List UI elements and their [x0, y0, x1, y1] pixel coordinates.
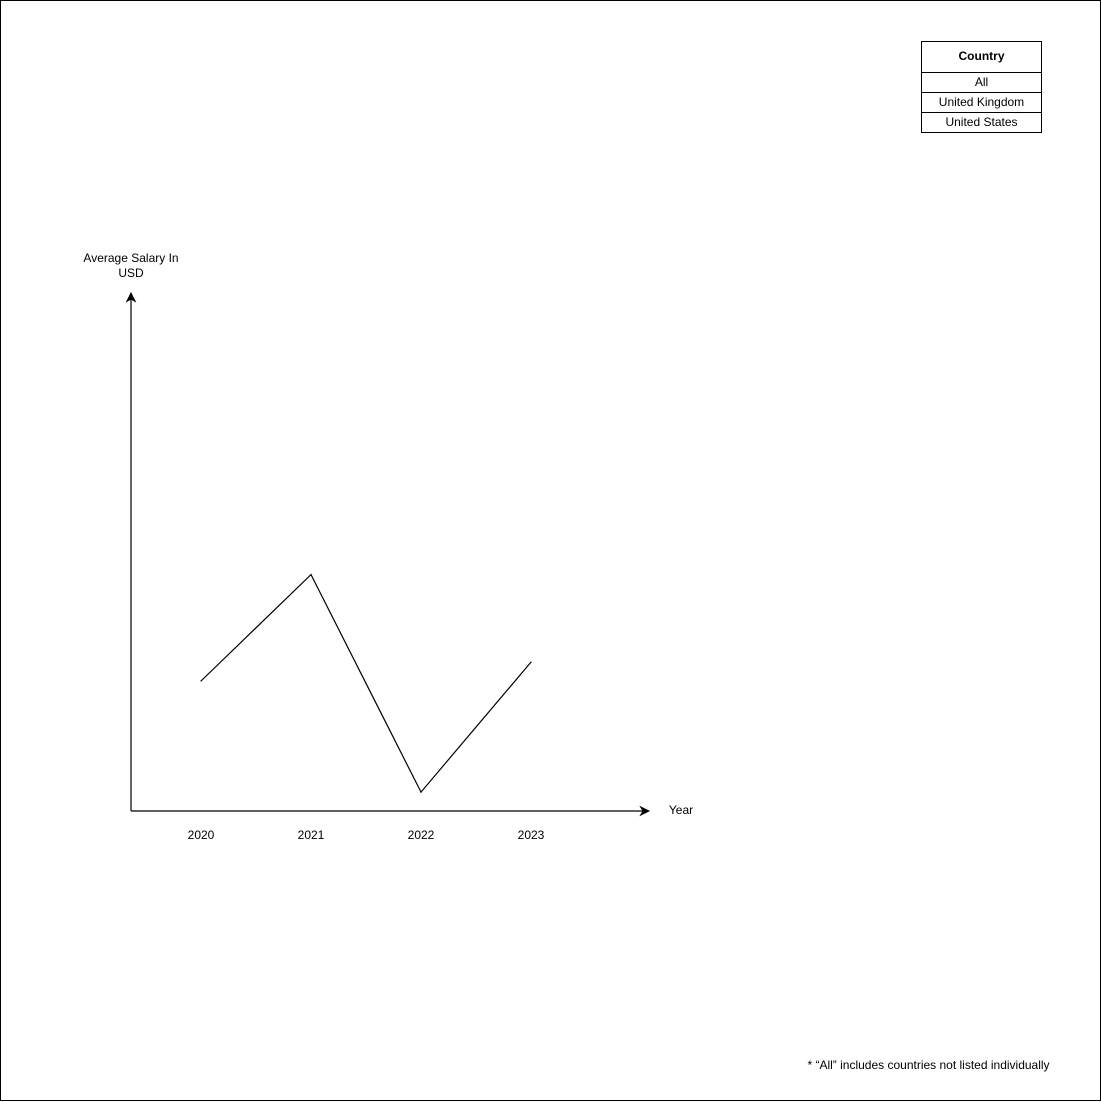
- data-point-2022: [420, 791, 422, 793]
- country-option-all[interactable]: All: [922, 73, 1041, 93]
- data-point-2023: [530, 661, 532, 663]
- x-tick-label: 2020: [187, 828, 215, 842]
- country-option-united-kingdom[interactable]: United Kingdom: [922, 93, 1041, 113]
- country-filter-header: Country: [922, 42, 1041, 73]
- x-axis-label: Year: [668, 803, 694, 817]
- data-point-2021: [310, 574, 312, 576]
- x-tick-label: 2023: [517, 828, 545, 842]
- y-axis-label: Average Salary In USD: [83, 251, 179, 280]
- country-option-united-states[interactable]: United States: [945, 115, 1018, 129]
- series-line: [200, 573, 532, 794]
- x-tick-label: 2022: [407, 828, 435, 842]
- data-point-2020: [200, 680, 202, 682]
- series-group: [200, 573, 532, 794]
- x-tick-label: 2021: [297, 828, 325, 842]
- country-filter-panel: Country All United Kingdom United States: [921, 41, 1042, 133]
- footnote: * “All” includes countries not listed in…: [807, 1058, 1050, 1072]
